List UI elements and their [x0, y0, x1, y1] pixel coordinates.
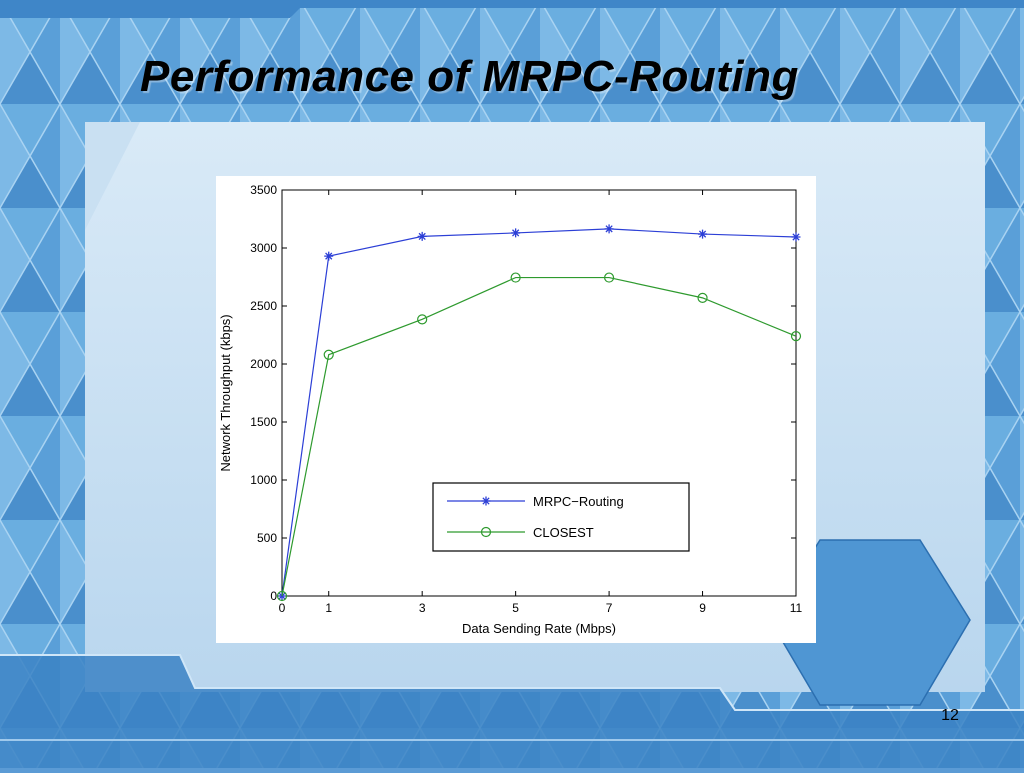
data-point [698, 229, 708, 239]
page-number: 12 [941, 707, 959, 724]
data-point [276, 590, 288, 602]
data-point [324, 251, 334, 261]
y-tick-label: 0 [270, 589, 277, 603]
legend-label: CLOSEST [533, 525, 594, 540]
data-point [604, 224, 614, 234]
data-point [323, 349, 334, 360]
y-tick-label: 2500 [250, 299, 277, 313]
legend-box [432, 482, 690, 552]
x-tick-label: 0 [279, 601, 286, 615]
legend-marker [480, 526, 492, 538]
plot-frame [281, 189, 797, 597]
data-point [417, 314, 428, 325]
x-tick-label: 7 [606, 601, 613, 615]
y-tick-label: 1500 [250, 415, 277, 429]
x-axis-label: Data Sending Rate (Mbps) [462, 621, 616, 636]
x-tick-label: 5 [512, 601, 519, 615]
data-point [510, 272, 521, 283]
y-tick-label: 1000 [250, 473, 277, 487]
x-tick-label: 3 [419, 601, 426, 615]
data-point [511, 228, 521, 238]
data-point [697, 292, 708, 303]
x-tick-label: 9 [699, 601, 706, 615]
chart-panel: 0 500 1000 1500 2000 2500 3000 3500 0 1 3 5 7 9 11 MRP… [216, 176, 816, 643]
y-tick-label: 500 [257, 531, 277, 545]
data-point [417, 231, 427, 241]
legend-label: MRPC−Routing [533, 494, 624, 509]
series-line-closest [281, 276, 797, 597]
y-tick-label: 2000 [250, 357, 277, 371]
line-chart: 0 500 1000 1500 2000 2500 3000 3500 0 1 3 5 7 9 11 MRP… [218, 183, 803, 636]
data-point [791, 232, 801, 242]
data-point [603, 272, 615, 283]
y-axis-label: Network Throughput (kbps) [218, 314, 233, 471]
slide-title: Performance of MRPC-Routing [140, 52, 799, 101]
legend-marker [481, 496, 491, 506]
data-point [790, 331, 802, 342]
y-tick-label: 3000 [250, 241, 277, 255]
x-tick-label: 11 [790, 601, 803, 615]
y-tick-label: 3500 [250, 183, 277, 197]
x-tick-label: 1 [325, 601, 332, 615]
